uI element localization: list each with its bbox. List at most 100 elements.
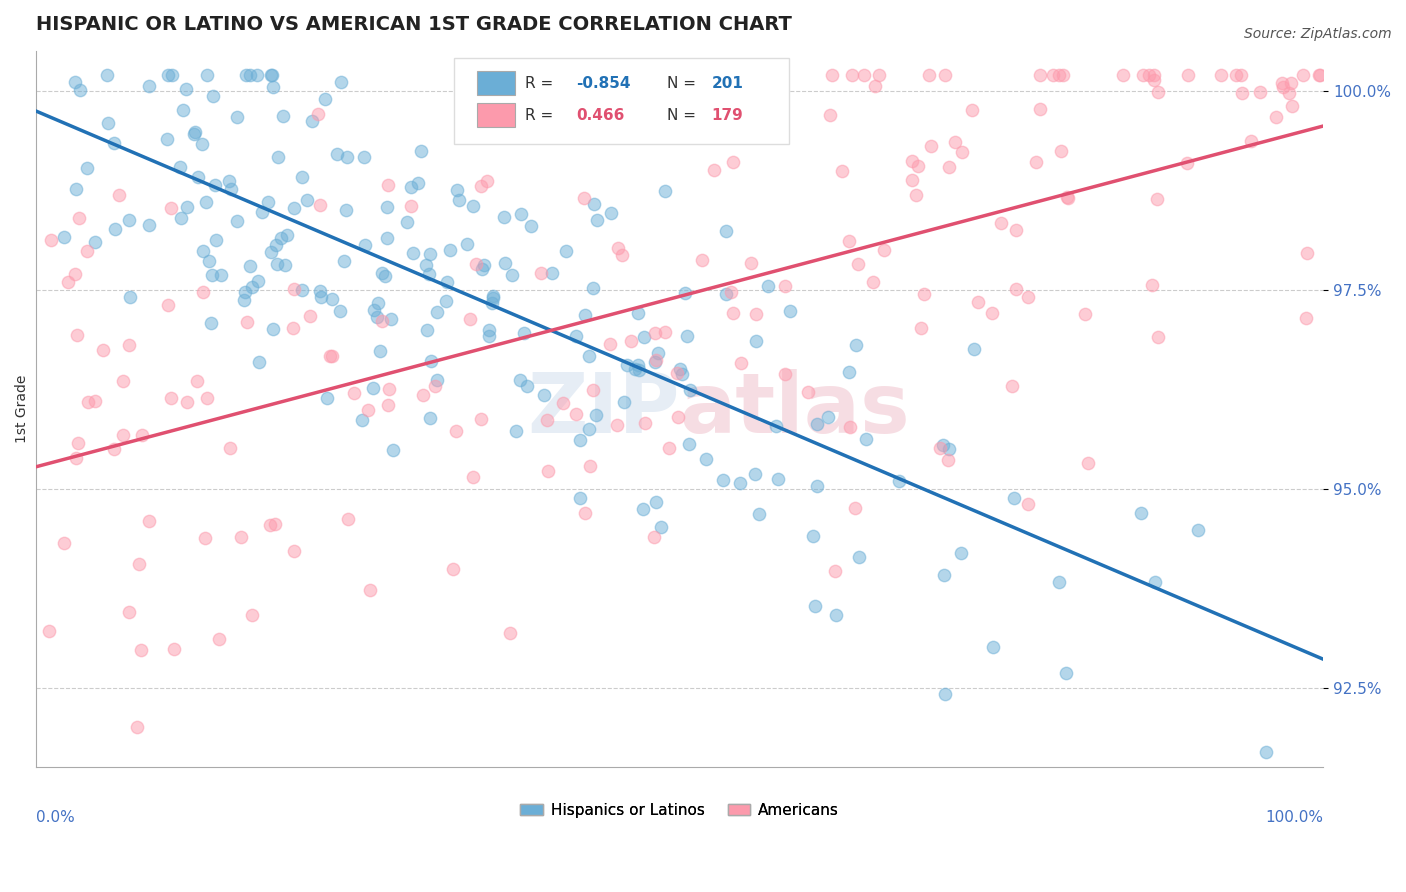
Point [981, 306, 1004, 320]
Point [756, 279, 779, 293]
Point [574, 308, 596, 322]
Point [1271, 76, 1294, 90]
Point [465, 257, 488, 271]
Point [1175, 156, 1198, 170]
Point [436, 275, 458, 289]
Point [66, 436, 89, 450]
Point [675, 328, 697, 343]
Point [530, 266, 553, 280]
Point [226, 213, 249, 227]
Point [692, 252, 714, 267]
Point [610, 248, 633, 262]
Point [218, 174, 240, 188]
Point [418, 267, 440, 281]
Point [482, 288, 505, 302]
Point [918, 68, 941, 82]
Point [415, 258, 437, 272]
Point [374, 268, 396, 283]
Point [402, 245, 425, 260]
Point [470, 179, 492, 194]
Point [678, 437, 700, 451]
Point [363, 303, 385, 318]
Point [1001, 379, 1024, 393]
Point [156, 132, 179, 146]
Point [76, 394, 98, 409]
Point [274, 258, 297, 272]
Point [831, 164, 853, 178]
Point [1074, 307, 1097, 321]
Point [494, 256, 516, 270]
Point [586, 213, 609, 227]
Point [336, 512, 359, 526]
Point [197, 253, 219, 268]
Point [39, 233, 62, 247]
Point [434, 293, 457, 308]
Point [509, 373, 531, 387]
Point [233, 285, 256, 300]
Point [938, 160, 960, 174]
Point [1017, 497, 1039, 511]
Point [658, 442, 681, 456]
Point [482, 292, 505, 306]
Point [470, 412, 492, 426]
Point [335, 202, 357, 217]
Point [647, 346, 669, 360]
Point [579, 459, 602, 474]
Point [83, 393, 105, 408]
Point [419, 354, 441, 368]
Point [634, 416, 657, 430]
Text: N =: N = [666, 76, 700, 91]
Point [195, 391, 218, 405]
Point [204, 178, 226, 193]
Point [359, 582, 381, 597]
Point [361, 381, 384, 395]
Point [56, 275, 79, 289]
Point [246, 68, 269, 82]
Point [260, 244, 283, 259]
Point [190, 136, 212, 151]
Point [679, 384, 702, 398]
Point [745, 334, 768, 349]
Point [1002, 491, 1025, 505]
Point [138, 219, 160, 233]
Point [779, 304, 801, 318]
Point [1211, 68, 1233, 82]
Point [382, 442, 405, 457]
Text: ZIP: ZIP [527, 368, 679, 450]
Point [568, 433, 591, 447]
Point [103, 442, 125, 456]
Point [855, 433, 877, 447]
Point [235, 315, 257, 329]
Point [821, 68, 844, 82]
Point [458, 311, 481, 326]
Point [194, 532, 217, 546]
Point [209, 268, 232, 282]
Point [920, 139, 942, 153]
Point [505, 424, 527, 438]
Point [824, 608, 846, 623]
Point [377, 200, 399, 214]
Point [721, 154, 744, 169]
Point [283, 282, 305, 296]
Point [239, 259, 262, 273]
Point [537, 464, 560, 478]
Point [276, 227, 298, 242]
Point [1264, 110, 1286, 124]
Point [350, 413, 373, 427]
Point [219, 441, 242, 455]
Point [378, 382, 401, 396]
Point [513, 326, 536, 341]
Point [536, 413, 558, 427]
Point [1056, 190, 1078, 204]
Point [69, 83, 91, 97]
Point [270, 231, 292, 245]
Point [184, 125, 207, 139]
Point [1057, 191, 1080, 205]
Point [578, 422, 600, 436]
Y-axis label: 1st Grade: 1st Grade [15, 375, 30, 443]
Point [267, 150, 290, 164]
Point [910, 321, 932, 335]
Point [299, 309, 322, 323]
Point [231, 530, 253, 544]
Point [695, 452, 717, 467]
